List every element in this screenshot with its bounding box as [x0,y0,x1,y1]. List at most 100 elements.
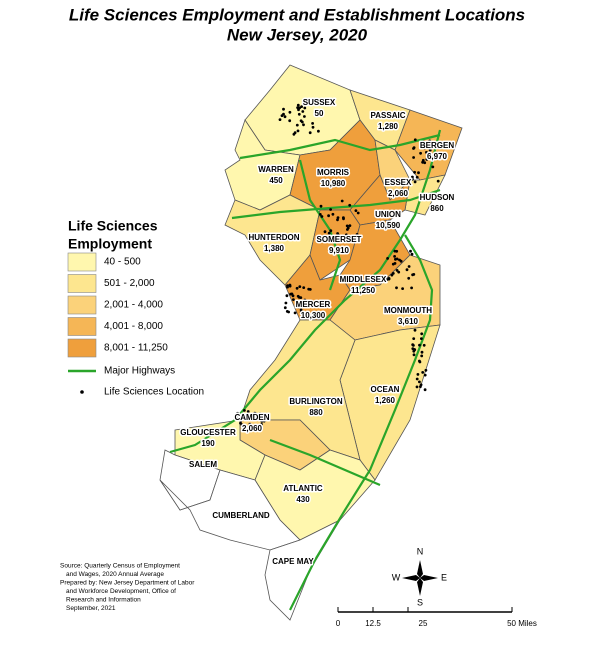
location-dot [311,122,314,125]
legend-swatch [67,317,97,336]
location-dot [387,277,391,280]
compass-e: E [441,572,447,582]
location-dot [395,249,399,253]
location-dot [327,231,331,235]
location-dot [329,229,333,233]
location-dot [234,416,238,420]
legend-label: 4,001 - 8,000 [104,321,163,332]
counties [159,64,463,621]
compass-arrow [417,578,423,596]
county-employment: 880 [309,408,323,417]
county-name: MORRIS [317,168,350,177]
location-dot [412,156,415,159]
location-dot [411,177,414,181]
location-dot [413,170,416,174]
location-dot [282,107,285,111]
location-dot [428,148,432,152]
county-employment: 2,060 [388,189,409,198]
highway [269,438,381,487]
county-name: HUDSON [420,193,455,202]
location-dot [242,426,246,430]
location-dot [352,237,356,241]
location-dot [301,110,305,113]
compass: N E S W [392,546,447,607]
location-dot [416,373,420,376]
county-name: BURLINGTON [289,397,342,406]
legend-label: 40 - 500 [104,257,141,268]
location-dot [310,303,314,307]
county-employment: 860 [430,204,444,213]
location-dot [420,350,424,354]
location-dot [409,249,412,253]
location-dot [397,270,401,274]
location-dot [354,209,358,213]
location-dot [422,343,426,347]
location-dot [412,353,416,357]
location-dot [436,179,440,183]
location-dot [295,123,299,127]
location-dot [311,125,315,129]
county-employment: 430 [296,495,310,504]
location-dot [247,428,251,432]
location-dot [240,423,244,427]
location-dot [283,306,287,310]
location-dot [410,286,413,290]
county-name: PASSAIC [371,111,406,120]
title: Life Sciences Employment and Establishme… [69,5,525,24]
legend-swatch [67,252,97,272]
locations [234,103,441,432]
location-dot [289,292,292,296]
location-dot [340,199,344,203]
county [159,469,301,551]
location-dot [248,417,252,421]
location-dot [287,310,290,314]
location-dot [425,151,428,154]
location-dot [399,259,403,263]
location-dot [415,377,419,381]
location-dot [302,286,306,289]
location-dot [288,283,292,287]
legend-swatch [67,295,97,315]
location-dot [302,123,305,127]
compass-n: N [417,546,424,556]
county-name: MERCER [296,300,331,309]
location-dot [243,409,246,412]
location-dot [405,268,409,272]
location-dot [413,328,417,332]
location-dot [395,286,398,290]
scale-label: 50 Miles [507,619,537,628]
location-dot [346,226,350,230]
legend-label: Life Sciences Location [104,387,204,398]
location-dot [393,262,397,265]
county-name: OCEAN [371,385,400,394]
location-dot [288,110,292,114]
location-dot [260,423,263,426]
location-dot [322,238,325,242]
highway [289,234,434,611]
location-dot [246,410,250,413]
location-dot [412,337,416,340]
county-employment: 10,980 [321,179,346,188]
location-dot [248,422,252,426]
source-line: September, 2021 [66,605,116,612]
source-line: and Wages, 2020 Annual Average [66,571,164,578]
county-name: MONMOUTH [384,306,432,315]
county-name: SUSSEX [303,98,336,107]
location-dot [356,211,360,215]
legend-title: Life Sciences [68,218,158,234]
location-dot [299,119,303,123]
location-dot [292,132,296,136]
county-labels: SUSSEX 50 PASSAIC 1,280 BERGEN 6,970 WARREN 450… [179,97,456,568]
compass-arrow [402,575,420,581]
legend-swatch [67,338,97,358]
location-dot [303,106,307,110]
county-name: BERGEN [420,141,454,150]
location-dot [323,230,327,234]
location-dot [320,215,324,218]
legend-label: Major Highways [104,366,175,377]
location-dot [239,419,243,422]
location-dot [282,112,285,116]
scale-label: 25 [419,619,428,628]
location-dot [401,287,404,290]
